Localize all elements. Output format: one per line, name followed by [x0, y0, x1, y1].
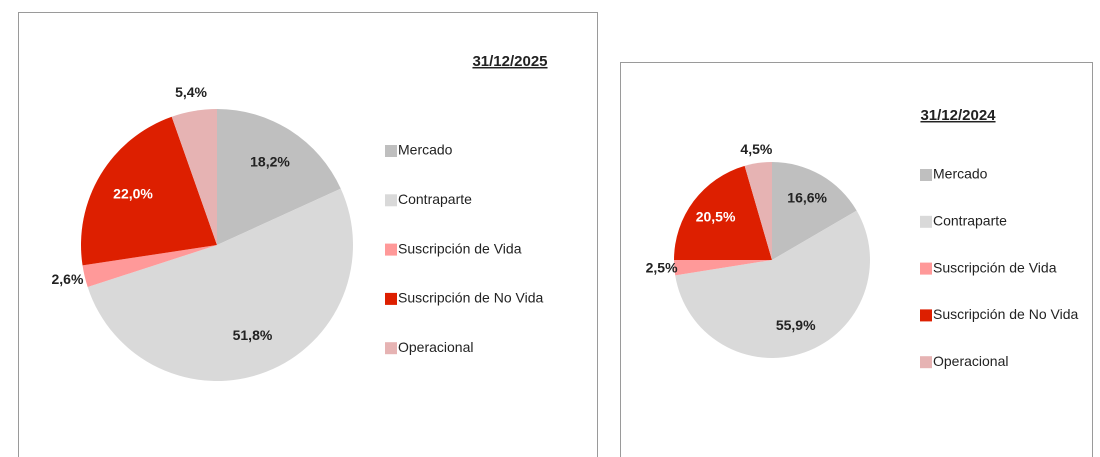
legend-label: Mercado	[933, 166, 988, 182]
pie-slice	[772, 162, 857, 260]
data-label: 4,5%	[740, 141, 772, 157]
legend-swatch	[920, 215, 932, 228]
legend-swatch	[920, 262, 932, 275]
legend-label: Operacional	[398, 339, 474, 355]
legend-swatch	[385, 292, 397, 305]
legend-label: Contraparte	[398, 191, 472, 207]
data-label: 5,4%	[175, 84, 207, 100]
data-label: 20,5%	[696, 208, 736, 224]
legend-label: Suscripción de Vida	[933, 259, 1057, 275]
pie-slice	[217, 109, 341, 245]
legend-swatch	[385, 342, 397, 355]
legend-swatch	[385, 145, 397, 157]
legend-swatch	[385, 194, 397, 207]
data-label: 55,9%	[776, 317, 816, 333]
legend-label: Contraparte	[933, 213, 1007, 229]
pie-slice	[744, 162, 772, 260]
pie-slice	[171, 109, 217, 245]
data-label: 16,6%	[787, 190, 827, 206]
data-label: 22,0%	[113, 185, 153, 201]
legend-swatch	[920, 169, 932, 181]
legend-swatch	[920, 356, 932, 369]
data-label: 2,6%	[51, 271, 83, 287]
chart-title: 31/12/2025	[472, 53, 547, 70]
legend-label: Suscripción de Vida	[398, 240, 522, 256]
legend-label: Operacional	[933, 353, 1009, 369]
data-label: 2,5%	[646, 259, 678, 275]
legend-label: Mercado	[398, 142, 453, 158]
pie-slice	[82, 245, 217, 288]
pie-slice	[675, 210, 870, 359]
pie-slice	[674, 260, 772, 276]
data-label: 51,8%	[233, 327, 273, 343]
chart-title: 31/12/2024	[920, 107, 996, 124]
legend-label: Suscripción de No Vida	[398, 290, 543, 306]
pie-slice	[87, 188, 354, 382]
legend-label: Suscripción de No Vida	[933, 306, 1078, 322]
pie-slice	[81, 116, 217, 266]
legend-swatch	[920, 309, 932, 322]
pie-slice	[674, 165, 772, 260]
data-label: 18,2%	[250, 153, 290, 169]
legend-swatch	[385, 243, 397, 256]
